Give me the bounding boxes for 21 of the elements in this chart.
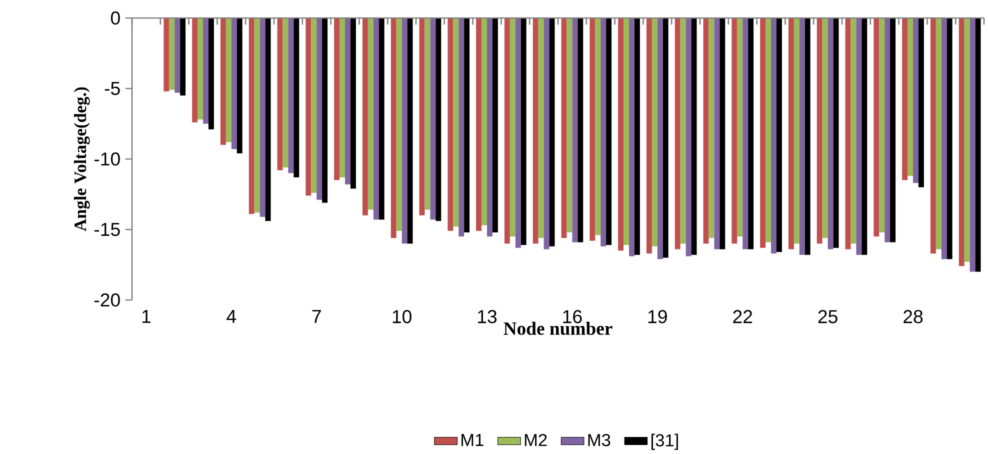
- x-tick-label: 10: [392, 310, 412, 324]
- x-tick-label: 1: [142, 310, 150, 323]
- legend-label: M3: [588, 434, 610, 446]
- x-tick-label: 4: [226, 310, 236, 323]
- legend-label: M2: [524, 434, 547, 446]
- x-tick-label: 25: [818, 310, 838, 324]
- legend-label: [31]: [651, 434, 678, 450]
- x-tick-label: 22: [733, 310, 752, 324]
- x-tick-label: 28: [904, 310, 923, 324]
- y-tick-label: -10: [94, 152, 120, 166]
- y-tick-label: -20: [94, 293, 120, 307]
- x-tick-label: 7: [312, 310, 321, 323]
- y-tick-label: -15: [94, 222, 120, 236]
- legend-label: M1: [462, 434, 484, 446]
- y-tick-label: -5: [104, 82, 120, 96]
- y-axis-title: Angle Voltage(deg.): [74, 87, 90, 232]
- x-tick-label: 19: [648, 310, 667, 324]
- x-tick-label: 13: [478, 310, 497, 324]
- x-axis-title: Node number: [504, 322, 612, 335]
- y-tick-label: 0: [110, 11, 120, 25]
- x-tick-label: 16: [563, 310, 582, 324]
